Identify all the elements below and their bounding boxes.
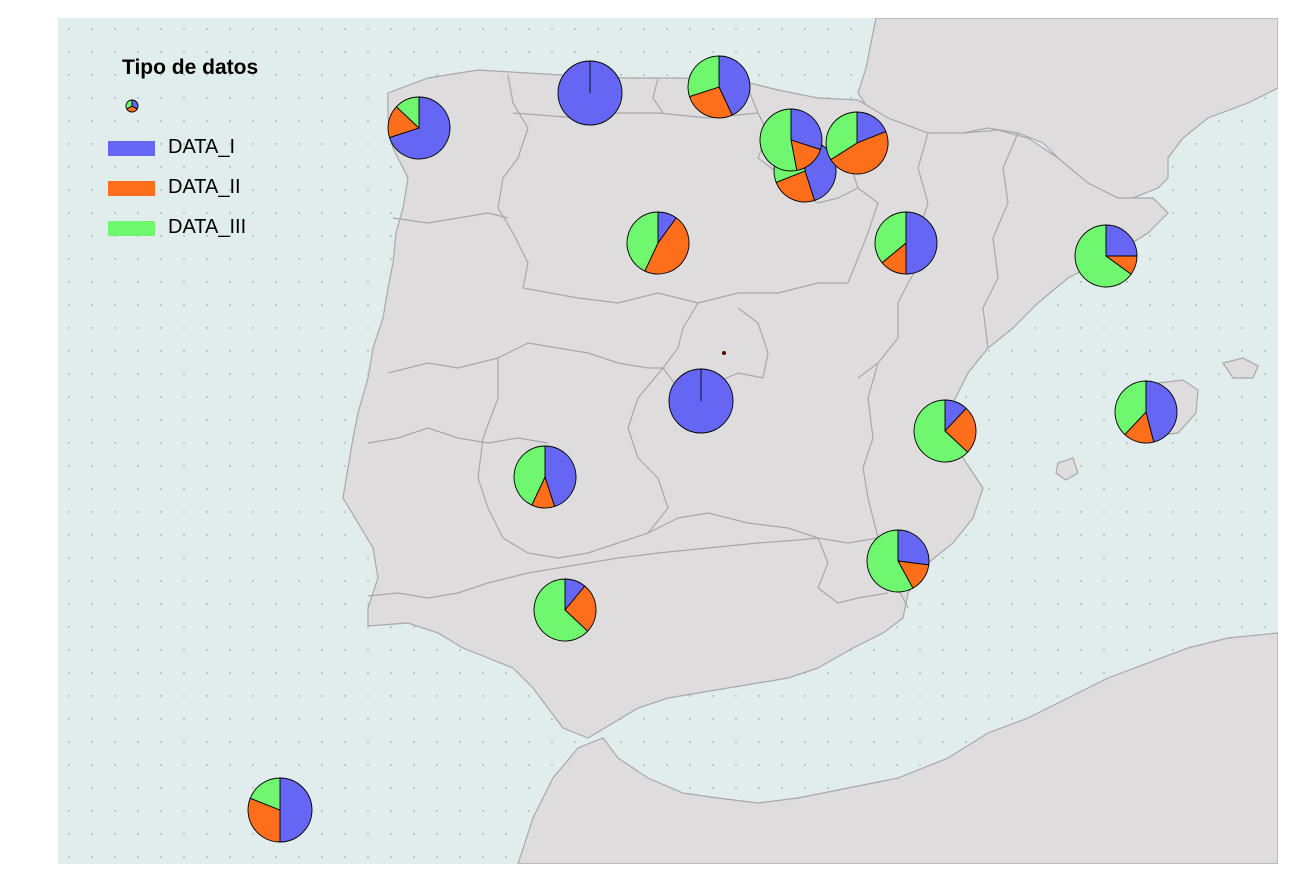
pie-islas-canarias-slice-data-ii: [247, 797, 281, 843]
pie-navarra-slice-data-iii: [825, 111, 858, 161]
regional-borders: [367, 74, 1019, 609]
legend-pie-icon-slice-data-iii: [125, 99, 133, 110]
pie-cataluna-slice-data-i: [1105, 224, 1138, 257]
pie-navarra[interactable]: [825, 111, 889, 175]
pie-extremadura-slice-data-iii: [513, 445, 546, 506]
legend-label-data-i: DATA_I: [168, 136, 236, 158]
legend-swatch-data-iii: [108, 221, 155, 236]
pie-galicia-slice-data-i: [388, 96, 451, 160]
pie-islas-canarias-slice-data-i: [279, 777, 313, 843]
legend-pie-icon-slices: [125, 99, 139, 113]
pie-castilla-y-leon-slice-data-iii: [626, 211, 659, 272]
pie-cataluna[interactable]: [1074, 224, 1138, 288]
menorca-land: [1222, 357, 1259, 379]
pie-extremadura[interactable]: [513, 445, 577, 509]
pie-galicia[interactable]: [387, 96, 451, 160]
map-panel[interactable]: [58, 18, 1278, 864]
pie-c-valenciana[interactable]: [913, 399, 977, 463]
pie-pais-vasco-slice-data-i: [718, 55, 751, 116]
pie-cantabria-slice-data-iii: [759, 108, 798, 172]
legend-swatch-data-i: [108, 141, 155, 156]
pie-pais-vasco-slice-data-iii: [687, 55, 720, 98]
pie-andalucia-slice-data-ii: [564, 585, 597, 632]
pie-aragon-slice-data-i: [905, 211, 938, 275]
ibiza-land: [1055, 457, 1079, 481]
map-canvas[interactable]: [58, 18, 1278, 864]
pie-madrid[interactable]: [668, 368, 734, 434]
pie-islas-baleares-slice-data-iii: [1114, 380, 1147, 436]
pie-region-de-murcia-slice-data-i: [897, 529, 930, 566]
pie-cantabria[interactable]: [759, 108, 823, 172]
pie-cantabria-slice-data-i: [790, 108, 823, 151]
pie-islas-canarias[interactable]: [247, 777, 313, 843]
pie-extremadura-slice-data-i: [544, 445, 577, 508]
legend-label-data-iii: DATA_III: [168, 216, 247, 238]
pie-andalucia[interactable]: [533, 578, 597, 642]
pie-aragon-slice-data-iii: [874, 211, 907, 264]
pie-pais-vasco-slice-data-ii: [688, 86, 733, 119]
pie-galicia-slice-data-iii: [395, 96, 420, 130]
pie-castilla-y-leon[interactable]: [626, 211, 690, 275]
capital-dot: [722, 351, 726, 355]
pie-aragon[interactable]: [874, 211, 938, 275]
pie-c-valenciana-slice-data-iii: [913, 399, 969, 463]
iberia-land: [342, 69, 1169, 739]
pie-islas-baleares-slice-data-i: [1145, 380, 1178, 443]
pie-region-de-murcia-slice-data-iii: [866, 529, 914, 593]
legend-swatch-data-ii: [108, 181, 155, 196]
pie-castilla-y-leon-slice-data-ii: [644, 217, 690, 275]
pie-region-de-murcia[interactable]: [866, 529, 930, 593]
pie-islas-baleares[interactable]: [1114, 380, 1178, 444]
legend-pie-icon: [125, 99, 139, 113]
pie-asturias[interactable]: [557, 60, 623, 126]
pie-cataluna-slice-data-iii: [1074, 224, 1132, 288]
pie-andalucia-slice-data-iii: [533, 578, 589, 642]
legend-label-data-ii: DATA_II: [168, 176, 241, 198]
pie-c-valenciana-slice-data-ii: [944, 407, 977, 453]
pie-pais-vasco[interactable]: [687, 55, 751, 119]
pie-islas-canarias-slice-data-iii: [249, 777, 281, 811]
legend-title: Tipo de datos: [122, 56, 259, 79]
pie-navarra-slice-data-ii: [830, 131, 889, 175]
africa-land: [517, 632, 1278, 864]
